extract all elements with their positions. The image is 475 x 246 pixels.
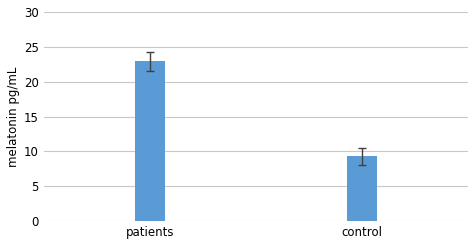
Bar (135, 62, 165, 221)
Bar (347, 156, 377, 221)
Y-axis label: melatonin pg/mL: melatonin pg/mL (7, 66, 20, 167)
